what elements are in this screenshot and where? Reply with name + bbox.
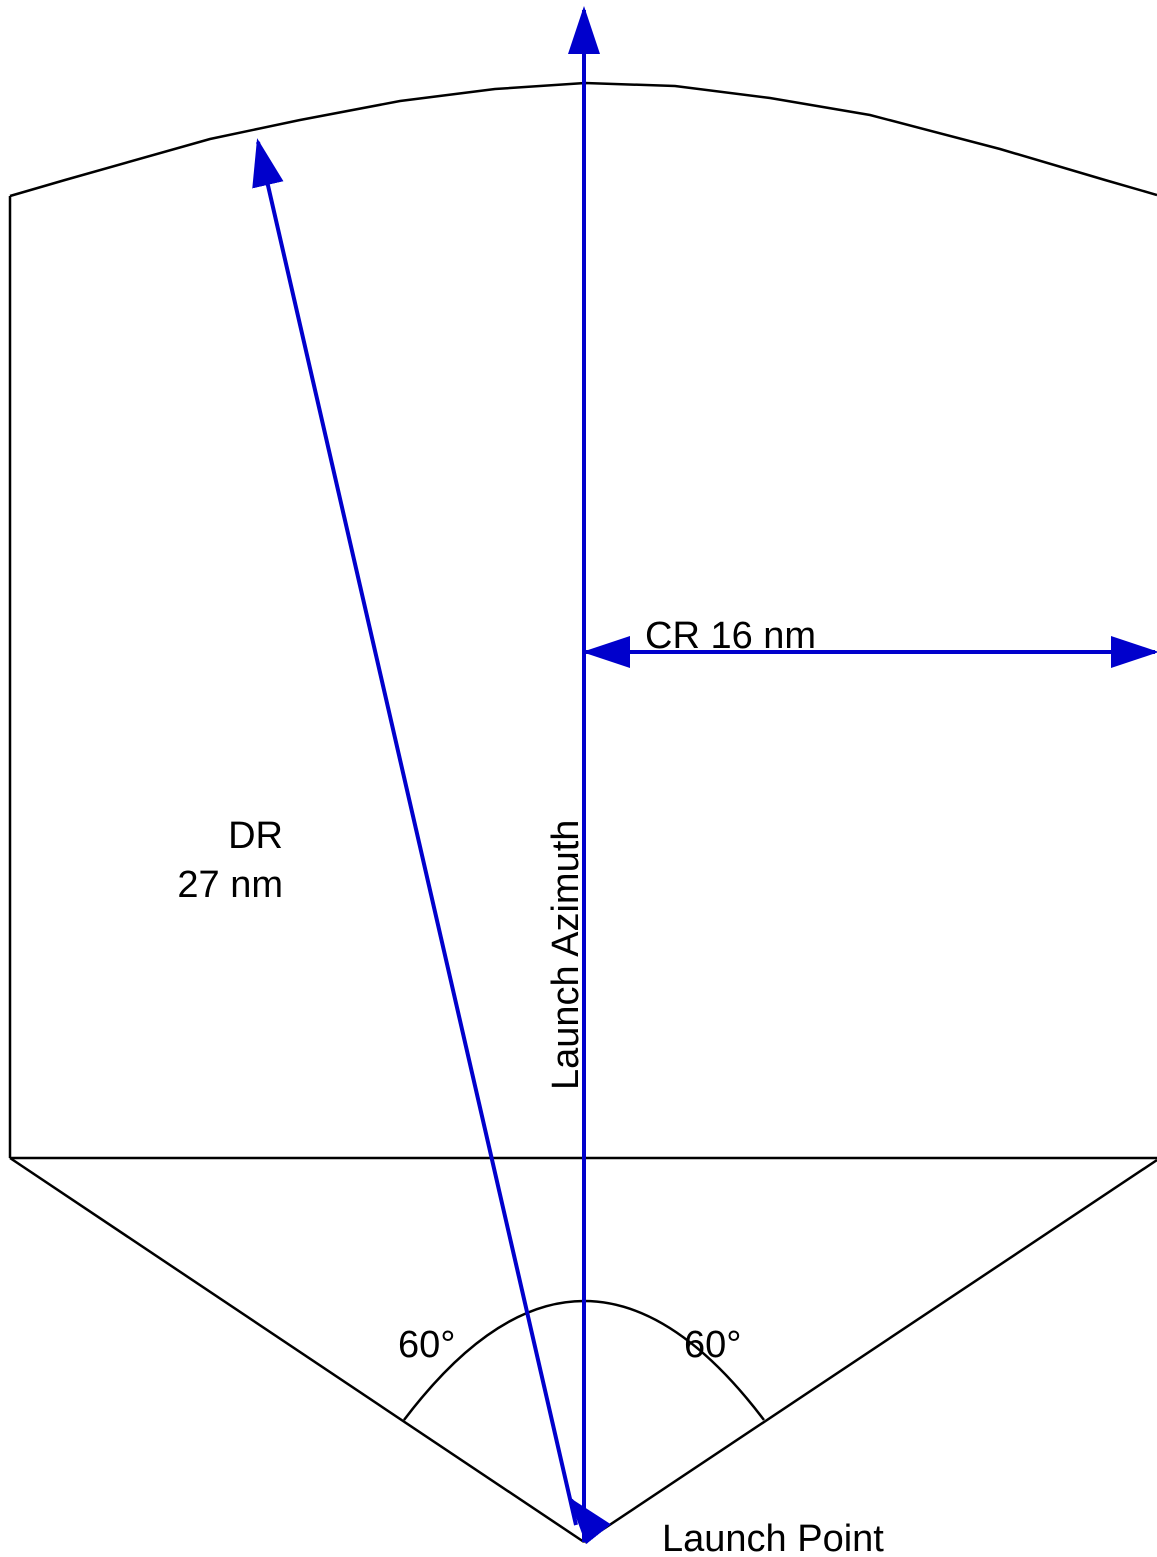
down-range-title-label: DR: [228, 815, 283, 857]
sector-right-edge: [583, 1158, 1157, 1544]
left-angle-label: 60°: [398, 1324, 455, 1366]
cross-range-label: CR 16 nm: [645, 615, 816, 657]
sector-left-edge: [9, 1156, 585, 1544]
down-range-arrow-tail: [568, 1496, 611, 1545]
launch-azimuth-label: Launch Azimuth: [545, 820, 587, 1090]
down-range-value-label: 27 nm: [177, 864, 283, 906]
right-angle-label: 60°: [684, 1324, 741, 1366]
launch-point-label: Launch Point: [662, 1518, 884, 1557]
down-range-arrow: [252, 138, 578, 1526]
